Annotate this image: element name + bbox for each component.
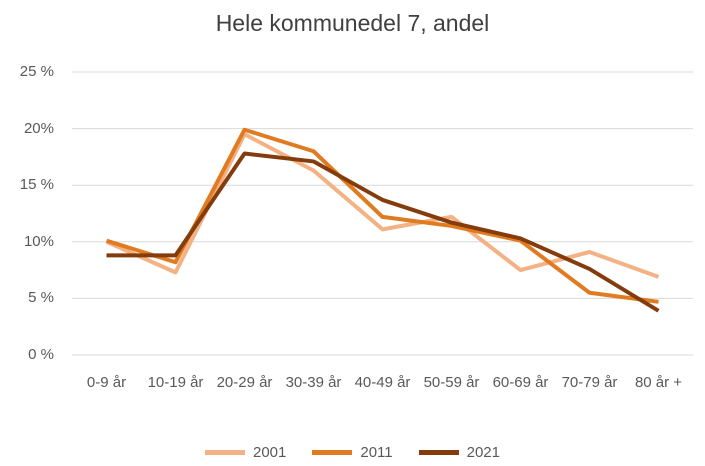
x-tick-label: 50-59 år xyxy=(423,374,480,391)
x-tick-label: 10-19 år xyxy=(147,374,204,391)
y-tick-label: 20% xyxy=(23,119,54,137)
series-line xyxy=(105,127,659,304)
legend-item: 2021 xyxy=(418,444,500,461)
series-line xyxy=(106,151,660,313)
legend-swatch xyxy=(312,450,353,455)
legend-swatch xyxy=(204,450,245,455)
y-tick-label: 15 % xyxy=(19,176,54,194)
x-tick-label: 60-69 år xyxy=(492,374,549,391)
y-tick-label: 5 % xyxy=(28,289,54,307)
y-tick-label: 10% xyxy=(23,232,54,250)
x-tick-label: 70-79 år xyxy=(561,374,618,391)
x-tick-label: 0-9 år xyxy=(86,374,127,391)
legend-label: 2011 xyxy=(360,444,393,461)
legend-item: 2001 xyxy=(204,444,287,461)
legend-swatch xyxy=(418,450,459,455)
series-line xyxy=(105,132,660,279)
x-tick-label: 40-49 år xyxy=(354,374,411,391)
x-tick-label: 20-29 år xyxy=(216,374,273,391)
x-tick-label: 30-39 år xyxy=(285,374,342,391)
legend-label: 2021 xyxy=(466,444,500,461)
y-tick-label: 0 % xyxy=(28,346,54,363)
legend: 2001 2011 2021 xyxy=(0,444,705,461)
legend-label: 2001 xyxy=(252,444,287,461)
chart-title: Hele kommunedel 7, andel xyxy=(215,10,490,36)
x-tick-label: 80 år + xyxy=(634,374,683,391)
y-tick-label: 25 % xyxy=(19,63,54,80)
legend-item: 2011 xyxy=(312,444,393,461)
